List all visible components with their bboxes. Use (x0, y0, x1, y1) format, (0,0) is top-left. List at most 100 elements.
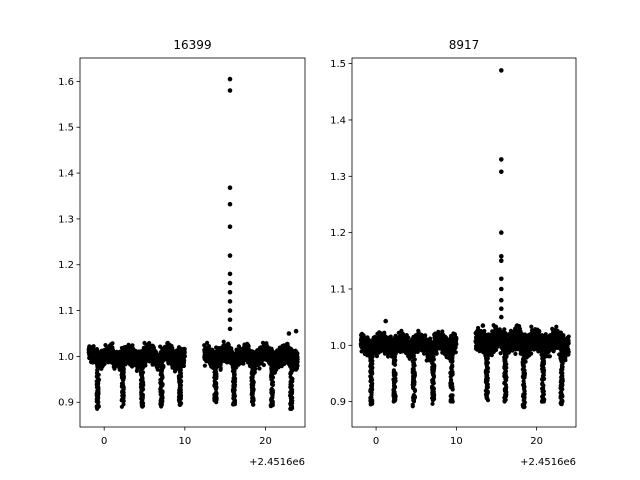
dip-point (95, 367, 100, 372)
dip-point (250, 366, 255, 371)
data-point (147, 341, 152, 346)
data-point (493, 324, 499, 329)
data-point (130, 343, 135, 348)
flare-point (227, 88, 233, 93)
dip-point (95, 390, 100, 395)
dip-point (140, 365, 145, 370)
data-point (221, 339, 226, 344)
dip-point (139, 402, 145, 408)
dip-point (96, 403, 101, 409)
dip-point (232, 399, 237, 404)
data-point (453, 350, 458, 355)
left-x-offset-label: +2.4516e6 (249, 457, 305, 468)
dip-point (213, 368, 218, 373)
panel-left: 0 10 200.91.01.11.21.31.41.51.6 16399 +2.4… (58, 38, 306, 468)
dip-point (95, 382, 101, 387)
dip-point (177, 355, 182, 360)
data-point (182, 354, 187, 359)
dip-point (251, 402, 256, 407)
dip-point (288, 370, 293, 375)
dip-point (250, 390, 255, 395)
flare-point (227, 289, 233, 295)
y-tick-label: 1.1 (58, 306, 74, 317)
panel-right: 0 10 200.91.01.11.21.31.41.5 8917 +2.4516e… (330, 38, 577, 468)
flare-point (227, 308, 233, 313)
dip-point (121, 398, 126, 403)
data-point (182, 347, 187, 352)
flare-point (227, 76, 233, 82)
y-tick-label: 1.2 (58, 260, 74, 271)
left-ticks: 0 10 200.91.01.11.21.31.41.51.6 (58, 77, 272, 447)
dip-point (270, 354, 275, 359)
data-point (440, 329, 445, 334)
data-point (423, 333, 428, 338)
dip-point (140, 357, 145, 362)
dip-point (159, 392, 164, 397)
dip-point (232, 388, 237, 393)
data-point (257, 366, 262, 371)
data-point (95, 347, 100, 352)
dip-point (119, 404, 124, 409)
data-point (205, 340, 210, 345)
data-point (261, 362, 266, 368)
dip-point (178, 371, 183, 376)
data-point (454, 342, 459, 347)
data-point (289, 348, 294, 353)
dip-point (120, 389, 125, 395)
dip-point (159, 367, 164, 372)
data-point (482, 328, 487, 334)
dip-point (289, 361, 294, 366)
dip-point (231, 365, 236, 370)
dip-point (120, 365, 125, 370)
dip-point (269, 386, 274, 392)
data-point (399, 349, 404, 354)
dip-point (94, 374, 99, 379)
dip-point (140, 375, 145, 380)
dip-point (212, 360, 217, 365)
dip-point (288, 385, 293, 390)
dip-point (95, 378, 100, 383)
flare-point (227, 224, 233, 229)
data-point (382, 330, 387, 335)
dip-point (269, 370, 274, 375)
y-tick-label: 1.5 (58, 123, 74, 134)
dip-point (231, 385, 236, 390)
data-point (285, 341, 290, 347)
dip-point (120, 380, 125, 386)
flare-point (227, 326, 233, 332)
x-tick-label: 10 (178, 436, 191, 447)
flare-point (227, 201, 233, 207)
dip-point (159, 396, 164, 401)
flare-point (293, 328, 299, 334)
left-plot-title: 16399 (173, 38, 211, 52)
data-point (202, 363, 207, 368)
dip-point (176, 361, 182, 366)
dip-point (94, 393, 99, 399)
data-point (489, 353, 494, 358)
dip-point (270, 362, 275, 367)
data-point (110, 341, 115, 346)
dip-point (119, 372, 124, 377)
dip-point (289, 356, 295, 361)
y-tick-label: 1.6 (58, 77, 74, 88)
flare-point (227, 253, 233, 258)
data-point (374, 354, 379, 359)
dip-point (95, 362, 100, 367)
data-point (218, 367, 223, 372)
data-point (388, 334, 393, 339)
dip-point (139, 392, 144, 397)
dip-point (160, 360, 165, 365)
dip-point (270, 382, 275, 388)
dip-point (250, 374, 255, 379)
dip-point (269, 397, 274, 403)
dip-point (177, 380, 182, 385)
y-tick-label: 1.0 (58, 352, 74, 363)
left-axes-frame (79, 57, 306, 428)
flare-point (227, 185, 233, 190)
dip-point (159, 363, 164, 368)
dip-point (270, 358, 275, 363)
dip-point (214, 387, 219, 392)
dip-point (290, 389, 295, 394)
